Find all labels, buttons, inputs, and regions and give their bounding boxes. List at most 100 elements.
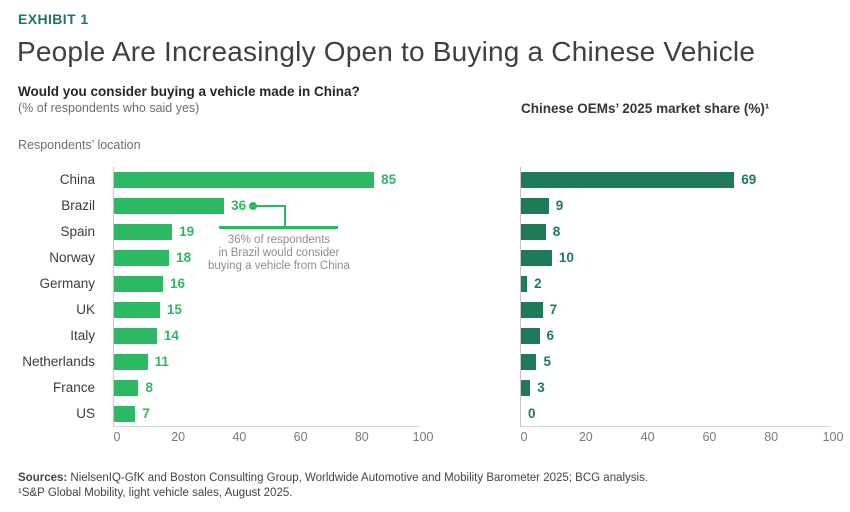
bar [521,302,543,318]
callout-connector-line [255,204,286,207]
bar-row-netherlands: 11 [114,349,420,375]
bar [114,380,139,396]
bar [114,406,136,422]
right-x-axis: 0 20 40 60 80 100 [521,426,844,444]
sources-line: Sources: NielsenIQ-GfK and Boston Consul… [18,471,648,486]
bar [114,172,375,188]
sources-text: NielsenIQ-GfK and Boston Consulting Grou… [67,472,649,484]
value-label: 36 [231,198,247,213]
category-label: Italy [70,328,95,343]
category-label: France [52,380,95,395]
bar [114,354,148,370]
bar [521,172,735,188]
bar [521,354,537,370]
x-tick-label: 20 [578,430,593,444]
bar-row-spain: 19 [114,219,420,245]
bar [521,224,546,240]
value-label: 10 [558,250,574,265]
x-tick-label: 0 [520,430,528,444]
bar [114,328,157,344]
value-label: 8 [552,224,561,239]
x-tick-label: 100 [822,430,844,444]
category-label: UK [76,302,95,317]
bar-row-us: 7 [114,401,420,427]
value-label: 2 [534,276,542,291]
x-tick-label: 40 [232,430,247,444]
bar-row-uk: 15 [114,297,420,323]
value-label: 0 [528,406,536,421]
x-tick-label: 80 [764,430,779,444]
x-tick-label: 40 [640,430,655,444]
category-label: US [76,406,95,421]
category-label: Spain [60,224,95,239]
bar-row-germany: 2 [521,271,830,297]
bar [521,380,531,396]
bar [114,250,170,266]
value-label: 7 [549,302,558,317]
value-label: 5 [543,354,551,369]
bar [114,198,225,214]
x-tick-label: 20 [171,430,186,444]
bar-row-germany: 16 [114,271,420,297]
category-label: Germany [39,276,95,291]
value-label: 14 [163,328,179,343]
value-label: 7 [142,406,150,421]
right-chart-title: Chinese OEMs’ 2025 market share (%)¹ [521,101,770,116]
respondents-location-label: Respondents’ location [18,138,141,152]
exhibit-label: EXHIBIT 1 [18,11,89,27]
bar-row-norway: 18 [114,245,420,271]
value-label: 3 [537,380,545,395]
category-label: China [59,172,95,187]
value-label: 69 [741,172,757,187]
annotation-line-1: 36% of respondents [227,234,331,246]
value-label: 18 [176,250,192,265]
bar-row-norway: 10 [521,245,830,271]
bar-row-netherlands: 5 [521,349,830,375]
footer: Sources: NielsenIQ-GfK and Boston Consul… [18,471,648,501]
left-x-axis: 0 20 40 60 80 100 [114,426,434,444]
category-label: Norway [49,250,95,265]
bar-row-brazil: 36 [114,193,420,219]
bar-row-france: 8 [114,375,420,401]
callout-dot [249,202,257,210]
category-label: Netherlands [22,354,95,369]
bar-row-italy: 14 [114,323,420,349]
brazil-annotation: 36% of respondents in Brazil would consi… [196,234,362,272]
bar-row-china: 69 [521,167,830,193]
x-tick-label: 80 [354,430,369,444]
callout-connector-elbow [284,205,286,228]
bar-row-china: 85 [114,167,420,193]
x-tick-label: 60 [293,430,308,444]
footnote: ¹S&P Global Mobility, light vehicle sale… [18,487,293,499]
x-tick-label: 60 [702,430,717,444]
bar [114,302,160,318]
annotation-line-2: in Brazil would consider [218,246,340,259]
callout-rule-line [219,226,338,229]
x-tick-label: 100 [412,430,434,444]
value-label: 9 [555,198,564,213]
value-label: 15 [166,302,182,317]
bar-row-italy: 6 [521,323,830,349]
left-chart-question: Would you consider buying a vehicle made… [18,84,360,99]
left-bar-chart: 0 20 40 60 80 100 85 36 19 18 16 15 14 11 8 7 [113,167,433,444]
bar-row-france: 3 [521,375,830,401]
bar-row-spain: 8 [521,219,830,245]
value-label: 6 [546,328,555,343]
bar-row-uk: 7 [521,297,830,323]
bar [521,198,549,214]
annotation-line-3: buying a vehicle from China [208,259,350,272]
bar [521,276,528,292]
category-label: Brazil [61,198,95,213]
bar [114,224,173,240]
bar [114,276,163,292]
sources-label: Sources: [18,472,68,484]
value-label: 8 [145,380,153,395]
page-title: People Are Increasingly Open to Buying a… [17,36,756,67]
value-label: 11 [154,354,169,369]
value-label: 19 [179,224,195,239]
bar [521,250,552,266]
right-bar-chart: 0 20 40 60 80 100 69 9 8 10 2 7 6 5 3 0 [520,167,843,444]
x-tick-label: 0 [113,430,121,444]
left-chart-subnote: (% of respondents who said yes) [18,101,200,115]
